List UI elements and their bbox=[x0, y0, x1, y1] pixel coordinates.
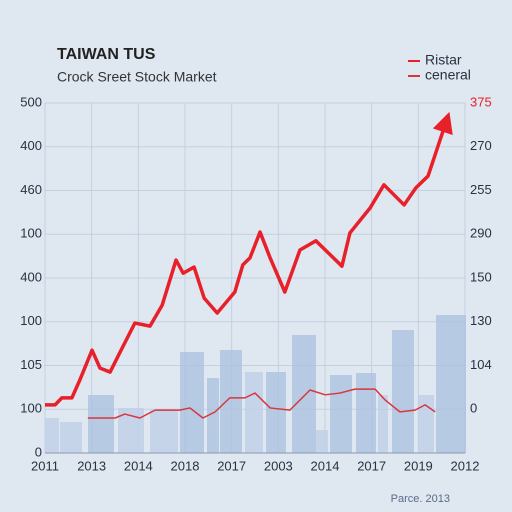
y2-tick-label: 255 bbox=[470, 182, 492, 197]
x-tick-label: 2012 bbox=[451, 458, 480, 473]
legend-label: Ristar bbox=[425, 52, 462, 68]
source: Parce. 2013 bbox=[391, 493, 450, 505]
x-tick-label: 2019 bbox=[404, 458, 433, 473]
y2-tick-label: 130 bbox=[470, 313, 492, 328]
y-tick-label: 400 bbox=[20, 138, 42, 153]
y-tick-label: 0 bbox=[35, 444, 42, 459]
x-tick-label: 2018 bbox=[171, 458, 200, 473]
y-tick-label: 500 bbox=[20, 94, 42, 109]
line-series bbox=[45, 111, 453, 407]
y-tick-label: 100 bbox=[20, 226, 42, 241]
y-tick-label: 400 bbox=[20, 269, 42, 284]
x-tick-label: 2013 bbox=[77, 458, 106, 473]
chart-title: TAIWAN TUS bbox=[57, 46, 156, 63]
y2-tick-label: 375 bbox=[470, 94, 492, 109]
x-tick-label: 2014 bbox=[124, 458, 153, 473]
y-tick-label: 100 bbox=[20, 313, 42, 328]
y2-tick-label: 270 bbox=[470, 138, 492, 153]
chart-subtitle: Crock Sreet Stock Market bbox=[57, 69, 217, 85]
x-tick-label: 2017 bbox=[217, 458, 246, 473]
line-series bbox=[87, 388, 436, 419]
y-tick-label: 100 bbox=[20, 401, 42, 416]
x-tick-label: 2011 bbox=[31, 458, 59, 473]
x-tick-label: 2017 bbox=[357, 458, 386, 473]
y2-tick-label: 290 bbox=[470, 226, 492, 241]
skyline bbox=[45, 315, 466, 453]
y2-tick-label: 150 bbox=[470, 269, 492, 284]
y2-tick-label: 104 bbox=[470, 357, 492, 372]
y2-tick-label: 0 bbox=[470, 401, 477, 416]
x-tick-label: 2014 bbox=[311, 458, 340, 473]
x-tick-label: 2003 bbox=[264, 458, 293, 473]
y-tick-label: 105 bbox=[20, 357, 42, 372]
y-tick-label: 460 bbox=[20, 182, 42, 197]
legend-label: ceneral bbox=[425, 67, 471, 83]
